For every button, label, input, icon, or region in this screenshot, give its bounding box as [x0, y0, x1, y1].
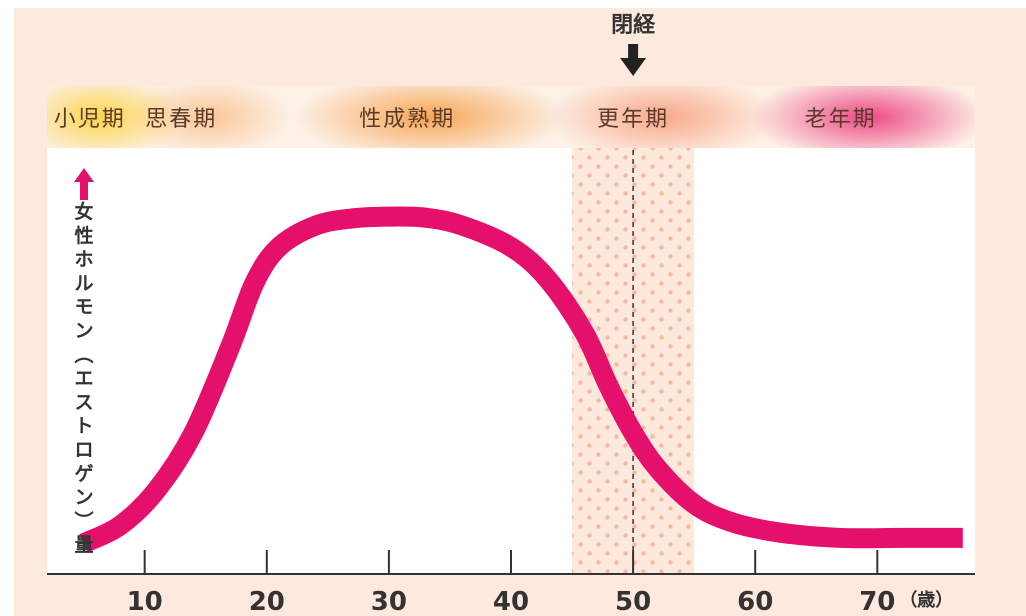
down-arrow-icon [620, 44, 647, 76]
y-axis-label: 女性ホルモン︵エストロゲン︶量 [74, 168, 94, 556]
y-axis-label-text: 女性ホルモン︵エストロゲン︶量 [74, 200, 93, 556]
stage-label: 更年期 [597, 107, 669, 132]
stage-label: 小児期 [54, 107, 126, 132]
x-tick-label: 30 [371, 587, 407, 616]
x-tick-label: 20 [249, 587, 285, 616]
menopause-marker: 閉経 [611, 12, 656, 76]
estrogen-curve [79, 206, 963, 553]
x-tick-label: 60 [737, 587, 773, 616]
x-tick-label: 40 [493, 587, 529, 616]
stage-label: 老年期 [805, 107, 877, 132]
x-tick-label: 50 [615, 587, 651, 616]
x-axis-ticks: 10 20 30 40 50 60 70 [127, 550, 895, 616]
menopause-label: 閉経 [611, 12, 656, 38]
plot-area [47, 148, 975, 574]
life-stage-band: 小児期 思春期 性成熟期 更年期 老年期 [47, 86, 975, 148]
x-axis-unit: （歳） [899, 590, 953, 611]
stage-glow-maturity [295, 86, 565, 148]
stage-label: 思春期 [145, 107, 217, 132]
up-arrow-icon [74, 168, 94, 200]
stage-label: 性成熟期 [359, 107, 455, 132]
x-tick-label: 70 [859, 587, 895, 616]
x-tick-label: 10 [127, 587, 163, 616]
stage-glow-senescence [750, 86, 975, 148]
stage-glow-menopause [547, 86, 777, 148]
stage-glow-puberty [130, 86, 290, 148]
